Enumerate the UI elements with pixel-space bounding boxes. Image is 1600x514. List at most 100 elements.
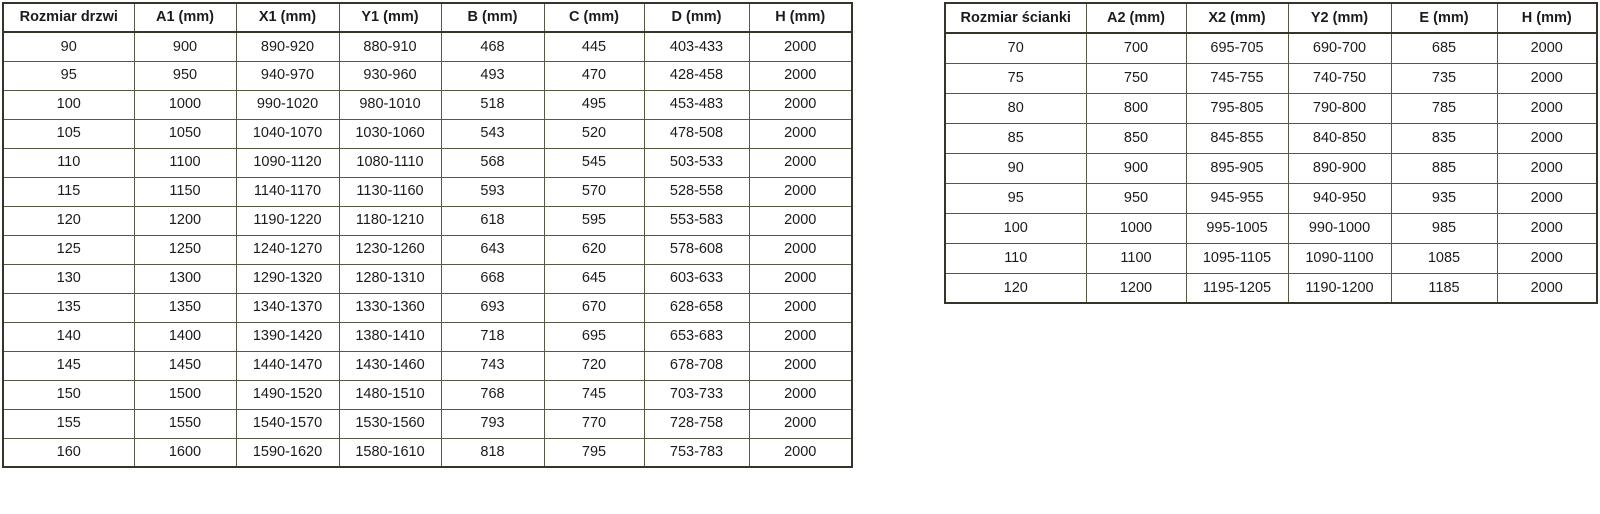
table-cell: 1300	[133, 263, 237, 294]
table-cell: 1100	[1085, 242, 1187, 274]
table-cell: 1090-1120	[235, 147, 340, 178]
table-cell: 155	[2, 408, 135, 439]
table-row: 120 1200 1190-1220 1180-1210 618 595 553-583 20…	[2, 205, 853, 236]
table-cell: 135	[2, 292, 135, 323]
table-cell: 1090-1100	[1287, 242, 1392, 274]
table-cell: 745	[543, 379, 645, 410]
table-cell: 145	[2, 350, 135, 381]
table-cell: 1150	[133, 176, 237, 207]
table-row: 145 1450 1440-1470 1430-1460 743 720 678-708 20…	[2, 350, 853, 381]
table-row: 90 900 890-920 880-910 468 445 403-433 2000	[2, 31, 853, 62]
table-cell: 678-708	[643, 350, 750, 381]
table-cell: 2000	[1496, 182, 1598, 214]
table-cell: 645	[543, 263, 645, 294]
table-cell: 1480-1510	[338, 379, 442, 410]
table-cell: 2000	[748, 379, 853, 410]
table-cell: 1040-1070	[235, 118, 340, 149]
table-cell: 703-733	[643, 379, 750, 410]
table-cell: 753-783	[643, 437, 750, 468]
table-cell: 2000	[748, 147, 853, 178]
table-cell: 2000	[748, 408, 853, 439]
table-cell: 603-633	[643, 263, 750, 294]
table-cell: 75	[944, 62, 1087, 94]
table-cell: 940-970	[235, 60, 340, 91]
table-cell: 2000	[748, 176, 853, 207]
column-header: Y2 (mm)	[1287, 2, 1392, 34]
table-cell: 90	[944, 152, 1087, 184]
table-cell: 2000	[748, 234, 853, 265]
table-row: 110 1100 1090-1120 1080-1110 568 545 503-533 20…	[2, 147, 853, 178]
table-cell: 518	[440, 89, 545, 120]
column-header: X1 (mm)	[235, 2, 340, 33]
table-cell: 985	[1390, 212, 1498, 244]
table-row: 95 950 940-970 930-960 493 470 428-458 2000	[2, 60, 853, 91]
table-cell: 2000	[748, 205, 853, 236]
column-header: Y1 (mm)	[338, 2, 442, 33]
table-cell: 900	[133, 31, 237, 62]
table-row: 105 1050 1040-1070 1030-1060 543 520 478-508 20…	[2, 118, 853, 149]
table-cell: 2000	[1496, 92, 1598, 124]
column-header: A2 (mm)	[1085, 2, 1187, 34]
table-cell: 1190-1200	[1287, 272, 1392, 304]
table-cell: 2000	[1496, 242, 1598, 274]
table-cell: 790-800	[1287, 92, 1392, 124]
table-cell: 593	[440, 176, 545, 207]
table-row: 140 1400 1390-1420 1380-1410 718 695 653-683 20…	[2, 321, 853, 352]
table-row: 130 1300 1290-1320 1280-1310 668 645 603-633 20…	[2, 263, 853, 294]
table-cell: 1550	[133, 408, 237, 439]
table-cell: 995-1005	[1185, 212, 1289, 244]
table-cell: 2000	[748, 437, 853, 468]
table-cell: 2000	[748, 60, 853, 91]
table-cell: 493	[440, 60, 545, 91]
table-cell: 1400	[133, 321, 237, 352]
table-cell: 695	[543, 321, 645, 352]
table-cell: 2000	[748, 292, 853, 323]
table-cell: 2000	[748, 263, 853, 294]
table-cell: 130	[2, 263, 135, 294]
table-cell: 735	[1390, 62, 1498, 94]
table-cell: 1450	[133, 350, 237, 381]
table-cell: 110	[944, 242, 1087, 274]
table-cell: 693	[440, 292, 545, 323]
table-cell: 685	[1390, 32, 1498, 64]
table-cell: 768	[440, 379, 545, 410]
wall-size-table: Rozmiar ścianki A2 (mm) X2 (mm) Y2 (mm) E (m…	[944, 2, 1598, 304]
table-cell: 1390-1420	[235, 321, 340, 352]
table-cell: 2000	[1496, 152, 1598, 184]
table-cell: 1080-1110	[338, 147, 442, 178]
table-cell: 1250	[133, 234, 237, 265]
table-cell: 1030-1060	[338, 118, 442, 149]
table-cell: 403-433	[643, 31, 750, 62]
table-cell: 1230-1260	[338, 234, 442, 265]
table-cell: 160	[2, 437, 135, 468]
table-cell: 95	[944, 182, 1087, 214]
table-cell: 800	[1085, 92, 1187, 124]
table-cell: 1500	[133, 379, 237, 410]
table-cell: 1085	[1390, 242, 1498, 274]
table-cell: 568	[440, 147, 545, 178]
table-cell: 80	[944, 92, 1087, 124]
table-cell: 935	[1390, 182, 1498, 214]
table-cell: 90	[2, 31, 135, 62]
table-cell: 2000	[748, 31, 853, 62]
table-cell: 70	[944, 32, 1087, 64]
table-cell: 795-805	[1185, 92, 1289, 124]
table-row: 95 950 945-955 940-950 935 2000	[944, 182, 1598, 214]
table-cell: 2000	[1496, 32, 1598, 64]
table-cell: 578-608	[643, 234, 750, 265]
table-row: 110 1100 1095-1105 1090-1100 1085 2000	[944, 242, 1598, 274]
table-cell: 880-910	[338, 31, 442, 62]
table-cell: 1185	[1390, 272, 1498, 304]
column-header: X2 (mm)	[1185, 2, 1289, 34]
table-cell: 1240-1270	[235, 234, 340, 265]
table-cell: 945-955	[1185, 182, 1289, 214]
table-cell: 100	[944, 212, 1087, 244]
table-cell: 1000	[133, 89, 237, 120]
table-cell: 668	[440, 263, 545, 294]
table-cell: 2000	[1496, 212, 1598, 244]
table-cell: 495	[543, 89, 645, 120]
table-cell: 890-920	[235, 31, 340, 62]
table-cell: 643	[440, 234, 545, 265]
table-cell: 835	[1390, 122, 1498, 154]
